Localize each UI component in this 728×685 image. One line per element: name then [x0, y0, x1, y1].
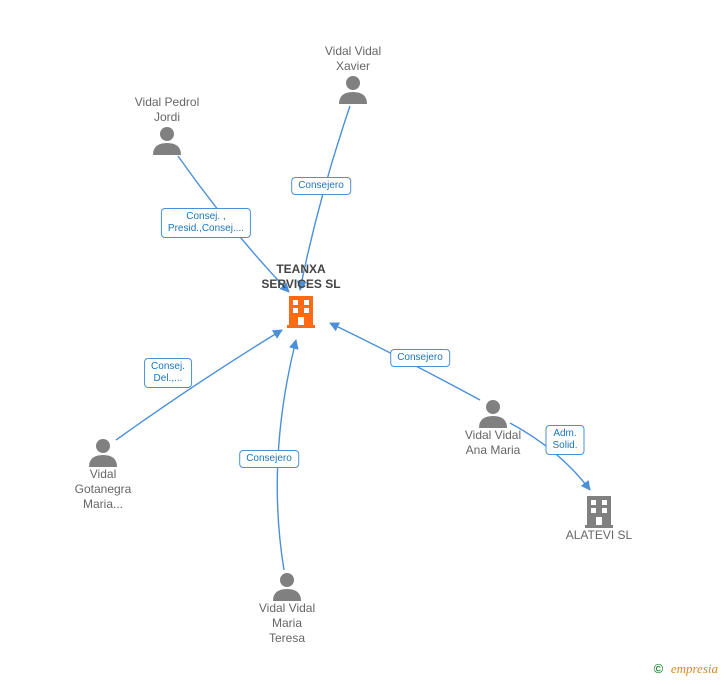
- node-alatevi[interactable]: ALATEVI SL: [539, 492, 659, 543]
- building-icon: [581, 492, 617, 528]
- person-icon-wrap: [293, 74, 413, 104]
- node-pedrol[interactable]: Vidal Pedrol Jordi: [107, 95, 227, 155]
- person-icon-wrap: [227, 571, 347, 601]
- node-teresa[interactable]: Vidal Vidal Maria Teresa: [227, 571, 347, 646]
- company-icon-wrap: [539, 492, 659, 528]
- node-label: Vidal Pedrol Jordi: [107, 95, 227, 125]
- center-node[interactable]: TEANXA SERVICES SL: [241, 262, 361, 328]
- person-icon-wrap: [107, 125, 227, 155]
- edge-gotanegra-teanxa: [116, 330, 282, 440]
- person-icon: [270, 571, 304, 601]
- node-xavier[interactable]: Vidal Vidal Xavier: [293, 44, 413, 104]
- person-icon: [336, 74, 370, 104]
- person-icon: [86, 437, 120, 467]
- node-gotanegra[interactable]: Vidal Gotanegra Maria...: [43, 437, 163, 512]
- node-label: Vidal Vidal Xavier: [293, 44, 413, 74]
- node-label: TEANXA SERVICES SL: [241, 262, 361, 292]
- edge-label-gotanegra-teanxa[interactable]: Consej. Del.,...: [144, 358, 192, 388]
- person-icon-wrap: [433, 398, 553, 428]
- edge-label-xavier-teanxa[interactable]: Consejero: [291, 177, 351, 195]
- edge-label-pedrol-teanxa[interactable]: Consej. , Presid.,Consej....: [161, 208, 251, 238]
- edge-label-anamaria-alatevi[interactable]: Adm. Solid.: [545, 425, 584, 455]
- edge-label-anamaria-teanxa[interactable]: Consejero: [390, 349, 450, 367]
- person-icon-wrap: [43, 437, 163, 467]
- diagram-canvas: TEANXA SERVICES SL Vidal Pedrol Jordi Vida…: [0, 0, 728, 685]
- copyright-symbol: ©: [654, 661, 664, 676]
- person-icon: [150, 125, 184, 155]
- edge-label-teresa-teanxa[interactable]: Consejero: [239, 450, 299, 468]
- brand-name: empresia: [671, 661, 718, 676]
- company-icon-wrap: [241, 292, 361, 328]
- node-label: Vidal Vidal Ana Maria: [433, 428, 553, 458]
- node-label: Vidal Vidal Maria Teresa: [227, 601, 347, 646]
- watermark: © empresia: [654, 661, 718, 677]
- node-anamaria[interactable]: Vidal Vidal Ana Maria: [433, 398, 553, 458]
- building-icon: [283, 292, 319, 328]
- person-icon: [476, 398, 510, 428]
- node-label: ALATEVI SL: [539, 528, 659, 543]
- node-label: Vidal Gotanegra Maria...: [43, 467, 163, 512]
